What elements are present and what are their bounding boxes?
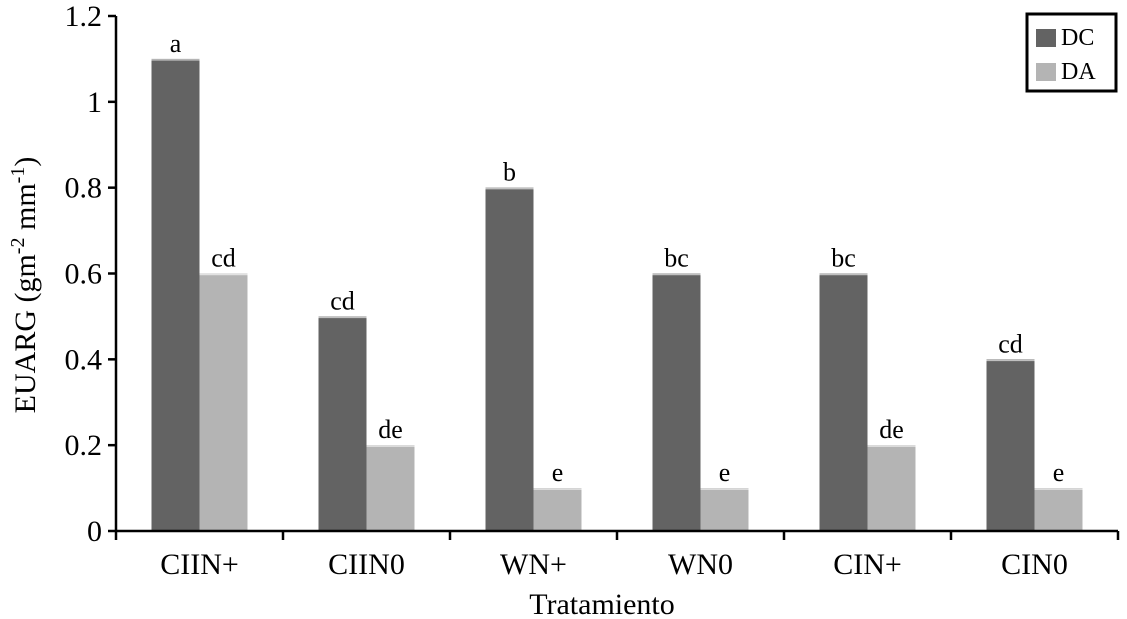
category-label: CIIN0 <box>328 548 405 581</box>
category-label: CIIN+ <box>160 548 239 581</box>
y-axis-title-sup1: -2 <box>7 238 29 255</box>
bar-da-CIIN+ <box>199 273 248 531</box>
significance-label: bc <box>664 244 689 273</box>
bar-da-WN+ <box>533 488 582 531</box>
significance-label: e <box>719 458 731 487</box>
significance-label: de <box>879 415 904 444</box>
y-tick-label: 0.4 <box>65 343 103 376</box>
significance-label: de <box>378 415 403 444</box>
significance-label: b <box>503 158 516 187</box>
significance-label: e <box>1053 458 1065 487</box>
bar-da-WN0 <box>700 488 749 531</box>
bar-dc-CIIN0 <box>318 316 367 531</box>
legend: DC DA <box>1025 12 1118 93</box>
significance-label: a <box>170 29 182 58</box>
x-axis-title: Tratamiento <box>529 588 675 619</box>
category-label: WN+ <box>500 548 567 581</box>
y-axis-title: EUARG (gm-2 mm-1) <box>7 157 42 414</box>
bar-dc-CIN+ <box>819 273 868 531</box>
bar-dc-WN+ <box>485 187 534 531</box>
legend-swatch-da <box>1036 63 1056 81</box>
significance-label: e <box>552 458 564 487</box>
y-tick-label: 0 <box>87 515 102 548</box>
significance-label: cd <box>998 329 1023 358</box>
category-label: WN0 <box>668 548 733 581</box>
y-tick-label: 1.2 <box>65 0 103 33</box>
y-tick-label: 0.8 <box>65 172 103 205</box>
y-tick-label: 0.2 <box>65 429 103 462</box>
category-label: CIN+ <box>833 548 902 581</box>
bars-group <box>151 58 1083 532</box>
category-label: CIN0 <box>1001 548 1068 581</box>
bar-da-CIIN0 <box>366 445 415 531</box>
y-ticks-group: 0 0.2 0.4 0.6 0.8 1 1.2 <box>65 0 116 548</box>
significance-label: cd <box>211 244 236 273</box>
bar-da-CIN+ <box>867 445 916 531</box>
y-axis-title-sup2: -1 <box>7 167 29 184</box>
legend-label-dc: DC <box>1061 25 1094 51</box>
legend-swatch-dc <box>1036 29 1056 47</box>
bar-da-CIN0 <box>1034 488 1083 531</box>
legend-label-da: DA <box>1061 59 1096 85</box>
y-tick-label: 0.6 <box>65 258 103 291</box>
bar-dc-CIIN+ <box>151 58 200 532</box>
x-ticks-group: CIIN+ CIIN0 WN+ WN0 CIN+ CIN0 <box>114 531 1120 581</box>
significance-label: bc <box>831 244 856 273</box>
bar-dc-WN0 <box>652 273 701 531</box>
bar-dc-CIN0 <box>986 359 1035 531</box>
y-tick-label: 1 <box>87 86 102 119</box>
significance-label: cd <box>330 286 355 315</box>
significance-labels-group: a cd cd de b e bc e bc de cd e <box>170 29 1065 487</box>
